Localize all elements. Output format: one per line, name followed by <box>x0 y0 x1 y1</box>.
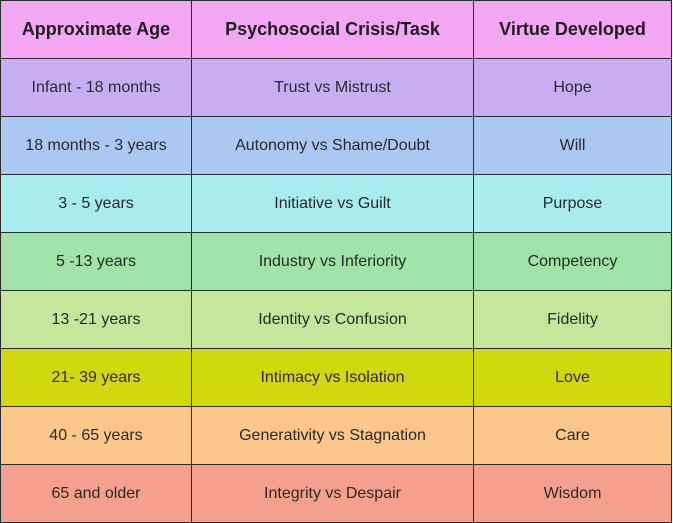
crisis-cell: Industry vs Inferiority <box>191 232 474 291</box>
virtue-cell: Love <box>473 348 672 407</box>
crisis-cell: Identity vs Confusion <box>191 290 474 349</box>
crisis-cell: Intimacy vs Isolation <box>191 348 474 407</box>
age-cell: 40 - 65 years <box>0 406 192 465</box>
table-row: 3 - 5 years Initiative vs Guilt Purpose <box>0 174 672 233</box>
age-cell: 5 -13 years <box>0 232 192 291</box>
table-row: 5 -13 years Industry vs Inferiority Comp… <box>0 232 672 291</box>
table-row: 40 - 65 years Generativity vs Stagnation… <box>0 406 672 465</box>
age-cell: Infant - 18 months <box>0 58 192 117</box>
virtue-cell: Wisdom <box>473 464 672 523</box>
crisis-cell: Initiative vs Guilt <box>191 174 474 233</box>
crisis-cell: Generativity vs Stagnation <box>191 406 474 465</box>
table-header-row: Approximate Age Psychosocial Crisis/Task… <box>0 0 672 59</box>
age-cell: 21- 39 years <box>0 348 192 407</box>
crisis-cell: Integrity vs Despair <box>191 464 474 523</box>
table-body: Infant - 18 months Trust vs Mistrust Hop… <box>0 58 672 523</box>
header-approximate-age: Approximate Age <box>0 0 192 59</box>
age-cell: 65 and older <box>0 464 192 523</box>
table-row: Infant - 18 months Trust vs Mistrust Hop… <box>0 58 672 117</box>
virtue-cell: Purpose <box>473 174 672 233</box>
table-row: 21- 39 years Intimacy vs Isolation Love <box>0 348 672 407</box>
virtue-cell: Competency <box>473 232 672 291</box>
header-virtue-developed: Virtue Developed <box>473 0 672 59</box>
age-cell: 18 months - 3 years <box>0 116 192 175</box>
table-row: 65 and older Integrity vs Despair Wisdom <box>0 464 672 523</box>
table-row: 18 months - 3 years Autonomy vs Shame/Do… <box>0 116 672 175</box>
table-row: 13 -21 years Identity vs Confusion Fidel… <box>0 290 672 349</box>
age-cell: 13 -21 years <box>0 290 192 349</box>
virtue-cell: Care <box>473 406 672 465</box>
age-cell: 3 - 5 years <box>0 174 192 233</box>
virtue-cell: Fidelity <box>473 290 672 349</box>
virtue-cell: Will <box>473 116 672 175</box>
virtue-cell: Hope <box>473 58 672 117</box>
crisis-cell: Trust vs Mistrust <box>191 58 474 117</box>
crisis-cell: Autonomy vs Shame/Doubt <box>191 116 474 175</box>
header-psychosocial-crisis: Psychosocial Crisis/Task <box>191 0 474 59</box>
